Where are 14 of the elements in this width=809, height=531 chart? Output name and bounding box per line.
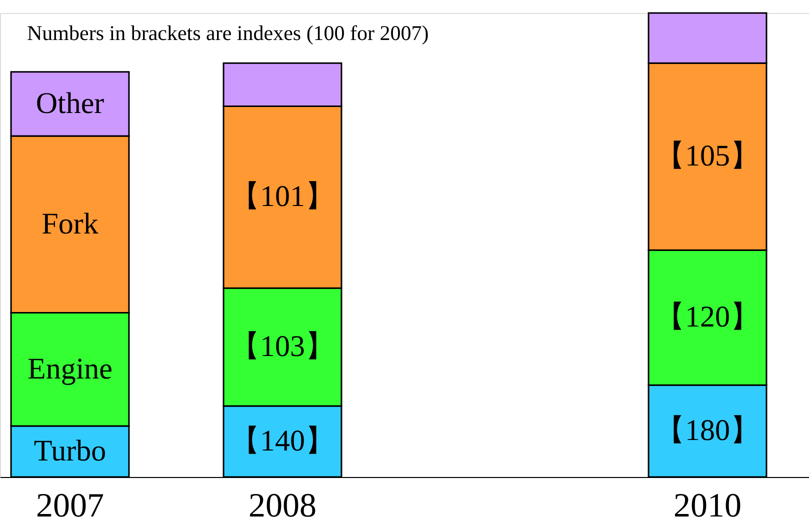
series-label: Engine <box>28 352 112 386</box>
annotation: 【101】 <box>230 180 336 214</box>
x-tick-label: 2007 <box>36 488 104 524</box>
x-tick-label: 2008 <box>248 488 317 524</box>
annotation: 【140】 <box>230 424 336 458</box>
annotation: 【103】 <box>230 330 336 364</box>
series-label: Turbo <box>34 434 106 468</box>
x-tick-label: 2010 <box>674 488 742 524</box>
annotation: 【180】 <box>655 414 760 448</box>
series-label: Other <box>36 86 104 120</box>
series-label: Fork <box>42 207 98 240</box>
annotation: Numbers in brackets are indexes (100 for 2007) <box>27 21 429 45</box>
annotation: 【105】 <box>655 140 760 173</box>
annotation: 【120】 <box>655 300 760 334</box>
